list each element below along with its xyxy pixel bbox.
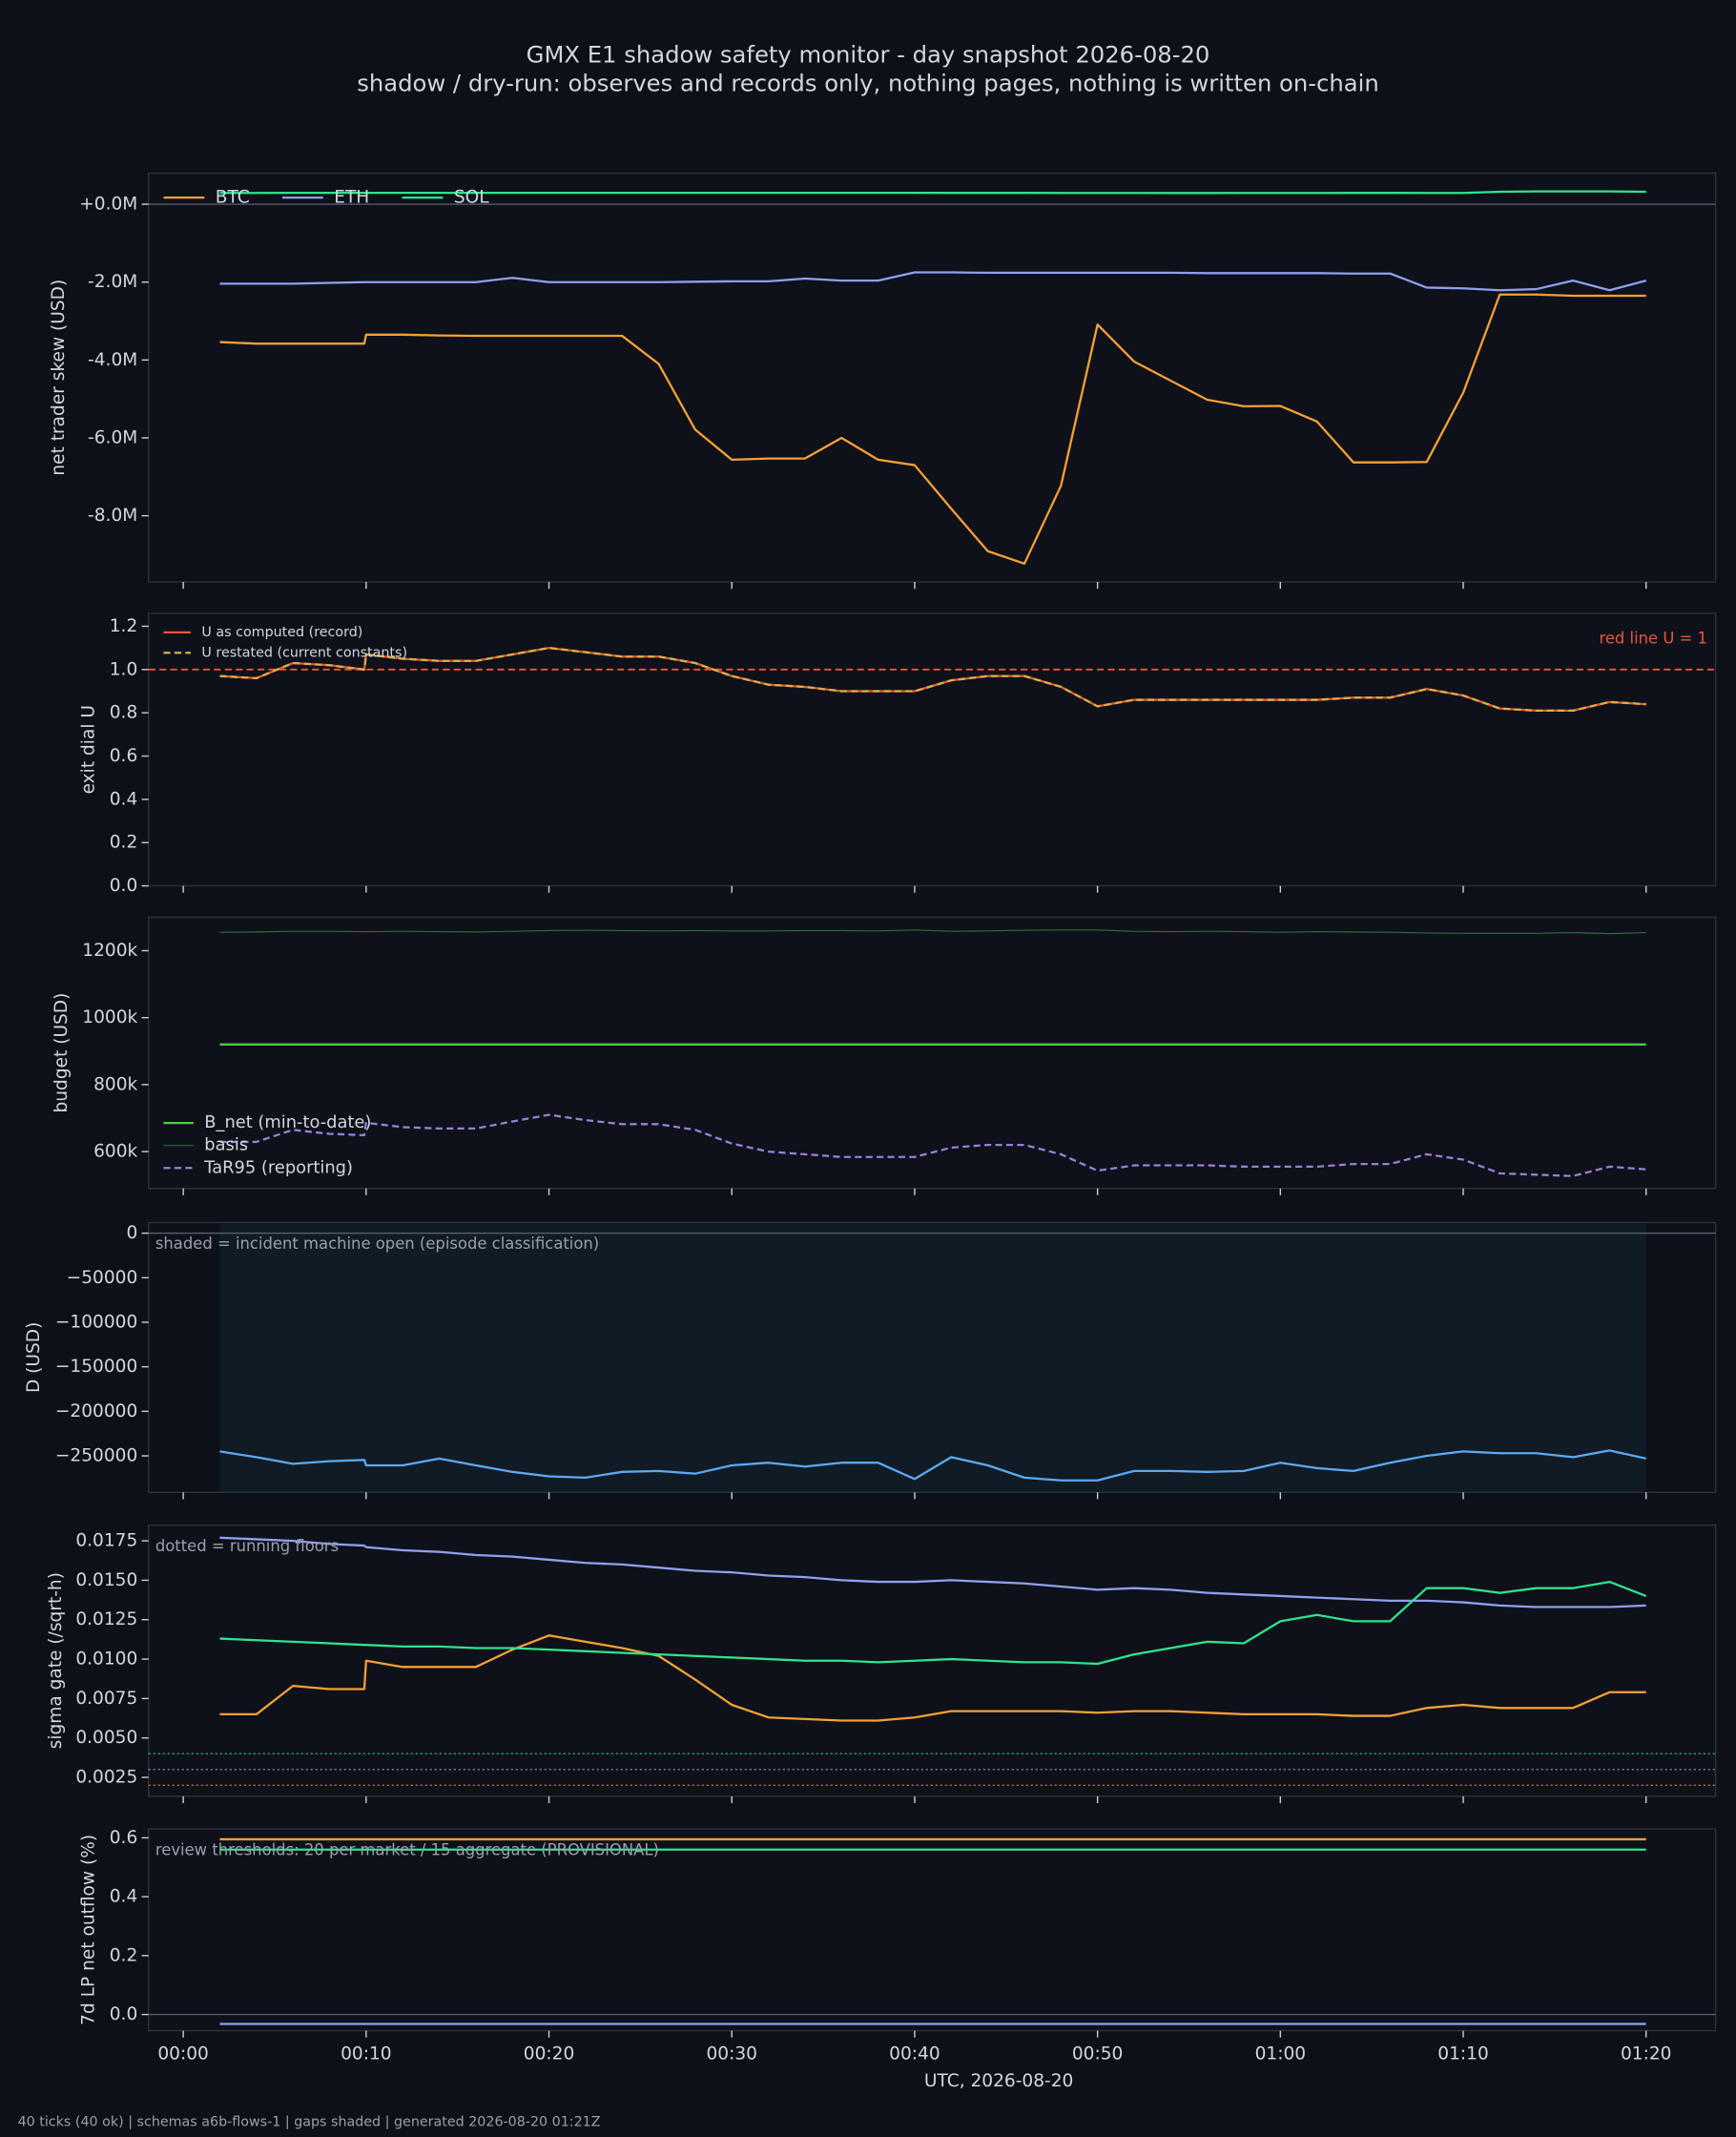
x-tick-label: 00:30 [706, 2044, 757, 2064]
y-tick-label: 0.0025 [75, 1768, 137, 1788]
y-tick-label: 0.0075 [75, 1689, 137, 1709]
panel [148, 916, 1717, 1190]
series-line [219, 1580, 1647, 1666]
y-tick-label: 0.0100 [75, 1649, 137, 1670]
x-tick-label: 00:20 [524, 2044, 575, 2064]
legend-entry: basis [204, 1135, 248, 1155]
legend-entry: U as computed (record) [201, 625, 362, 640]
y-tick-label: 0.0175 [75, 1531, 137, 1551]
x-tick-label: 01:10 [1437, 2044, 1488, 2064]
y-tick-label: 0.4 [110, 789, 138, 809]
series-line [219, 293, 1646, 565]
x-axis-label: UTC, 2026-08-20 [924, 2071, 1073, 2091]
y-tick-label: 0.4 [110, 1887, 138, 1907]
legend-entry: TaR95 (reporting) [203, 1157, 353, 1177]
y-axis-label: sigma gate (/sqrt-h) [46, 1572, 66, 1749]
x-tick-label: 01:00 [1255, 2044, 1307, 2064]
y-tick-label: 0.2 [110, 833, 138, 853]
legend-entry: B_net (min-to-date) [204, 1112, 371, 1132]
series-line [219, 1113, 1646, 1177]
y-tick-label: -6.0M [88, 427, 137, 447]
annotation: dotted = running floors [155, 1537, 339, 1555]
x-tick-label: 00:40 [889, 2044, 940, 2064]
y-tick-label: 0.8 [110, 703, 138, 723]
y-tick-label: 1.0 [110, 659, 138, 679]
series-line [219, 1449, 1646, 1482]
y-tick-label: 800k [93, 1074, 137, 1094]
x-tick-label: 00:50 [1072, 2044, 1124, 2064]
x-tick-label: 01:20 [1621, 2044, 1672, 2064]
y-axis-label: net trader skew (USD) [49, 280, 69, 476]
y-axis-label: D (USD) [24, 1322, 44, 1393]
y-tick-label: -4.0M [88, 350, 137, 370]
x-tick-label: 00:00 [157, 2044, 209, 2064]
y-tick-label: 600k [93, 1142, 137, 1162]
series-line [219, 190, 1646, 195]
legend-entry: BTC [216, 188, 250, 208]
annotation: shaded = incident machine open (episode … [155, 1234, 599, 1253]
y-tick-label: 0.0125 [75, 1609, 137, 1629]
y-tick-label: 0.0 [110, 876, 138, 896]
figure-subtitle: shadow / dry-run: observes and records o… [357, 70, 1379, 97]
series-line [219, 271, 1647, 292]
y-tick-label: 0.6 [110, 746, 138, 766]
y-tick-label: 1000k [82, 1007, 137, 1027]
y-tick-label: 1200k [82, 941, 137, 961]
y-tick-label: −250000 [55, 1446, 137, 1466]
series-line [219, 1634, 1646, 1722]
x-tick-label: 00:10 [341, 2044, 392, 2064]
y-tick-label: 0.2 [110, 1945, 138, 1965]
y-tick-label: -2.0M [88, 272, 137, 292]
series-line [219, 929, 1646, 935]
shaded-region [219, 1223, 1646, 1492]
y-tick-label: 0.0150 [75, 1570, 137, 1590]
footer: 40 ticks (40 ok) | schemas a6b-flows-1 |… [18, 2114, 601, 2129]
y-tick-label: -8.0M [88, 506, 137, 526]
y-axis-label: 7d LP net outflow (%) [78, 1835, 98, 2025]
y-axis-label: budget (USD) [52, 993, 72, 1113]
reference-label: red line U = 1 [1599, 630, 1707, 648]
legend-entry: ETH [334, 188, 369, 208]
y-tick-label: 0.0 [110, 2004, 138, 2024]
y-tick-label: 0.6 [110, 1828, 138, 1848]
y-tick-label: −150000 [55, 1357, 137, 1377]
y-axis-label: exit dial U [78, 705, 98, 794]
y-tick-label: −50000 [67, 1268, 138, 1288]
y-tick-label: 0 [126, 1223, 137, 1243]
y-tick-label: +0.0M [79, 195, 137, 215]
annotation: review thresholds: 20 per market / 15 ag… [155, 1841, 659, 1859]
series-line [219, 647, 1646, 713]
legend-entry: SOL [454, 188, 489, 208]
y-tick-label: 1.2 [110, 616, 138, 636]
panel [148, 172, 1717, 583]
series-line [219, 1536, 1646, 1608]
y-tick-label: 0.0050 [75, 1728, 137, 1748]
legend-entry: U restated (current constants) [201, 645, 407, 660]
figure-title: GMX E1 shadow safety monitor - day snaps… [527, 41, 1210, 69]
y-tick-label: −100000 [55, 1312, 137, 1332]
y-tick-label: −200000 [55, 1401, 137, 1421]
panel [148, 1828, 1717, 2032]
